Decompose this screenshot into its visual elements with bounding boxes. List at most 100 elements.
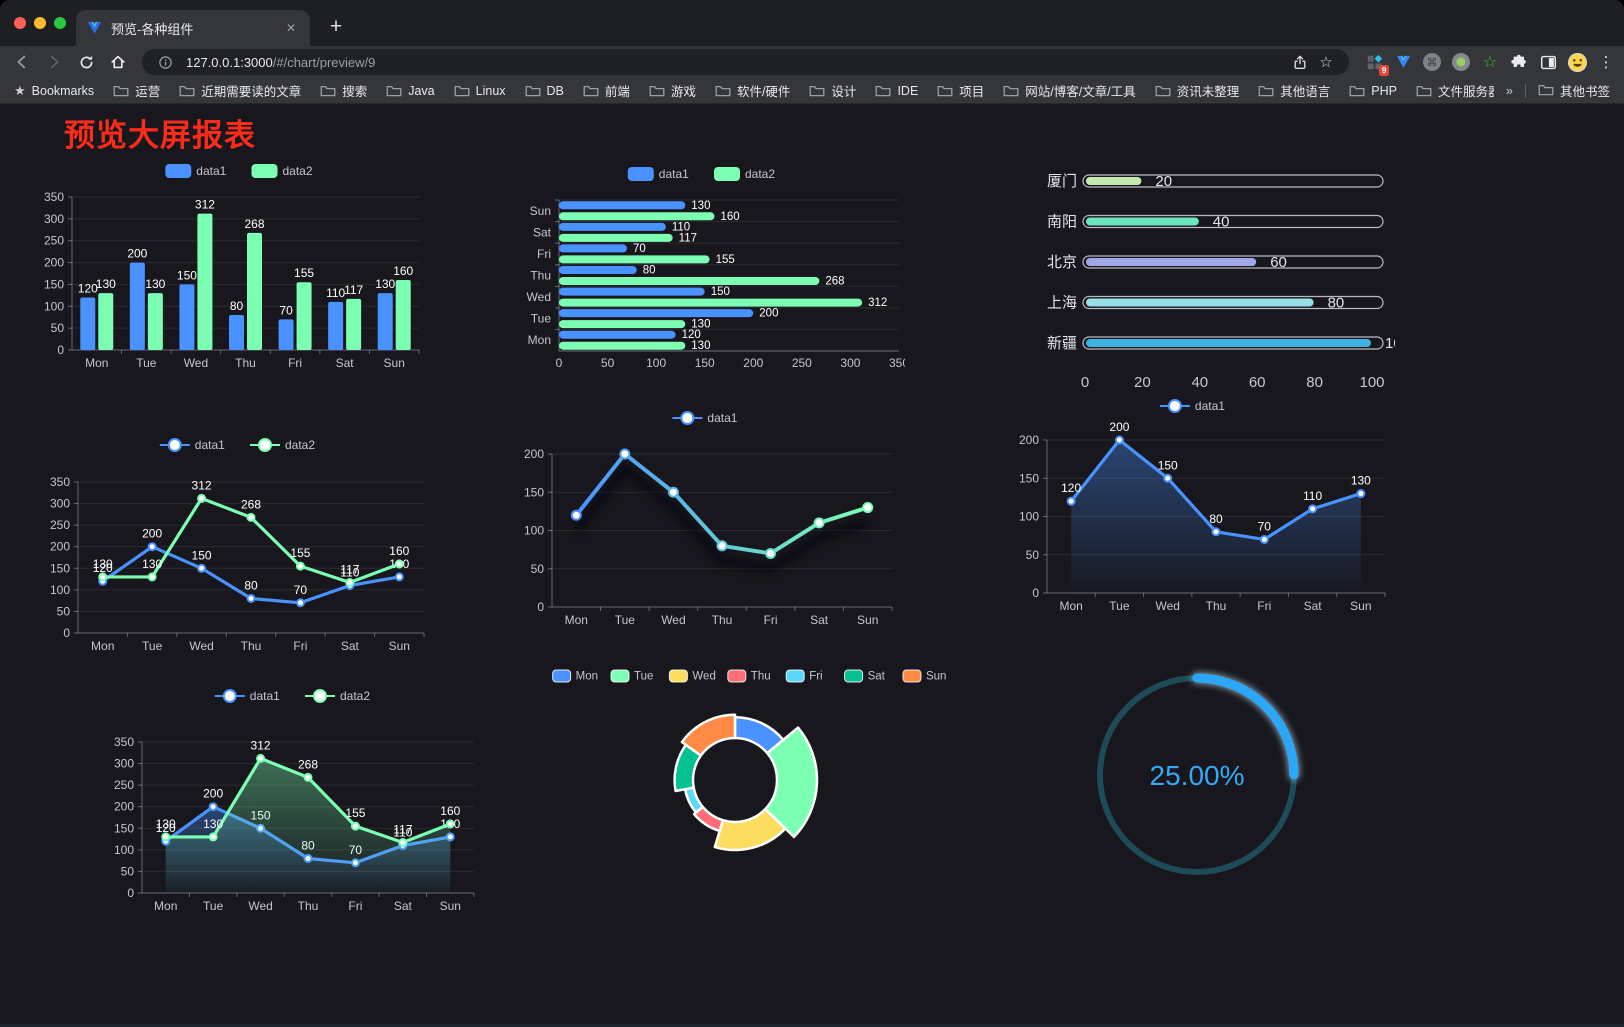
svg-text:北京: 北京 xyxy=(1047,254,1077,271)
area-line-chart[interactable]: data1 0 50 100 150 200 Mon Tue Wed Thu Fri Sat Sun 12… xyxy=(985,387,1395,619)
horizontal-bar-chart[interactable]: data1 data2 0 50 100 150 200 250 300 350 Sun 130 160… xyxy=(505,153,909,373)
progress-bar-chart[interactable]: 厦门 20 南阳 40 北京 60 上海 80 新疆 100 0 20 40 60 80 100 xyxy=(985,149,1410,394)
bookmark-folder[interactable]: 前端 xyxy=(583,81,630,100)
svg-text:⌘: ⌘ xyxy=(1427,57,1438,69)
vue-devtools-icon[interactable] xyxy=(1392,51,1414,73)
svg-text:312: 312 xyxy=(192,478,212,492)
svg-text:Wed: Wed xyxy=(1155,599,1179,613)
window-zoom-button[interactable] xyxy=(54,17,66,29)
svg-text:150: 150 xyxy=(177,268,197,282)
svg-text:200: 200 xyxy=(114,800,134,814)
bookmark-folder[interactable]: PHP xyxy=(1349,84,1397,98)
svg-text:300: 300 xyxy=(114,757,134,771)
svg-text:Wed: Wed xyxy=(248,899,272,913)
browser-tab[interactable]: 预览-各种组件 ✕ xyxy=(76,10,310,46)
bookmark-folder[interactable]: 游戏 xyxy=(649,81,696,100)
svg-text:117: 117 xyxy=(393,823,412,837)
url-bar[interactable]: 127.0.0.1:3000/#/chart/preview/9 ☆ xyxy=(142,49,1349,75)
svg-text:200: 200 xyxy=(759,308,778,320)
svg-text:data2: data2 xyxy=(745,167,775,181)
bookmark-folder-label: 近期需要读的文章 xyxy=(201,85,302,99)
bookmark-folder[interactable]: 设计 xyxy=(809,81,856,100)
rose-donut-chart[interactable]: Mon Tue Wed Thu Fri Sat Sun xyxy=(540,639,950,889)
bookmark-folder[interactable]: Java xyxy=(386,84,435,98)
svg-text:Wed: Wed xyxy=(692,671,715,683)
svg-text:Fri: Fri xyxy=(293,639,307,653)
share-icon[interactable] xyxy=(1287,54,1313,71)
sidebar-icon[interactable] xyxy=(1537,51,1559,73)
folder-icon xyxy=(454,85,470,97)
svg-text:data1: data1 xyxy=(707,411,737,425)
grid-badge-icon[interactable]: 9 xyxy=(1363,51,1389,76)
bookmarks-overflow-chevron[interactable]: » xyxy=(1505,83,1513,98)
svg-text:80: 80 xyxy=(1209,512,1223,526)
record-circle-icon[interactable] xyxy=(1450,51,1472,73)
bookmark-folder[interactable]: 软件/硬件 xyxy=(715,81,790,100)
folder-icon xyxy=(1349,85,1365,97)
folder-icon xyxy=(320,85,336,97)
svg-text:Thu: Thu xyxy=(751,671,771,683)
puzzle-icon[interactable] xyxy=(1508,51,1530,73)
browser-toolbar: 127.0.0.1:3000/#/chart/preview/9 ☆ 9 ⌘ ☆ xyxy=(0,46,1624,78)
svg-text:Tue: Tue xyxy=(634,671,653,683)
other-bookmarks-folder[interactable]: 其他书签 xyxy=(1538,81,1610,100)
home-icon[interactable] xyxy=(104,49,132,75)
reload-icon[interactable] xyxy=(72,49,100,75)
multi-line-chart[interactable]: data1 data2 0 50 100 150 200 250 300 350 Mon Tue Wed… xyxy=(40,426,430,658)
circular-progress-gauge[interactable]: 25.00% xyxy=(1090,664,1310,892)
emoji-icon[interactable] xyxy=(1566,51,1588,73)
window-minimize-button[interactable] xyxy=(34,17,46,29)
bookmark-folder[interactable]: 项目 xyxy=(937,81,984,100)
svg-text:70: 70 xyxy=(633,243,646,255)
green-star-icon[interactable]: ☆ xyxy=(1482,54,1498,71)
bookmark-folder[interactable]: Linux xyxy=(454,84,506,98)
bookmark-folder[interactable]: 其他语言 xyxy=(1258,81,1330,100)
svg-text:110: 110 xyxy=(326,286,345,300)
svg-text:Fri: Fri xyxy=(348,899,362,913)
svg-text:150: 150 xyxy=(192,548,212,562)
svg-text:80: 80 xyxy=(1306,374,1323,391)
forward-icon[interactable] xyxy=(40,49,68,75)
svg-text:20: 20 xyxy=(1155,173,1172,190)
tab-title: 预览-各种组件 xyxy=(111,21,194,37)
bookmarks-root[interactable]: ★ Bookmarks xyxy=(14,83,94,99)
bookmark-folder[interactable]: IDE xyxy=(875,84,918,98)
new-tab-button[interactable]: + xyxy=(329,15,343,38)
bookmark-folder[interactable]: 运营 xyxy=(113,81,160,100)
url-host: 127.0.0.1:3000 xyxy=(186,54,273,70)
bookmark-folder[interactable]: 网站/博客/文章/工具 xyxy=(1003,81,1136,100)
svg-text:Mon: Mon xyxy=(85,356,108,370)
svg-text:Sat: Sat xyxy=(394,899,413,913)
back-icon[interactable] xyxy=(8,49,36,75)
svg-text:100: 100 xyxy=(646,356,666,370)
svg-text:100: 100 xyxy=(524,524,544,538)
svg-text:Wed: Wed xyxy=(661,613,685,627)
two-series-area-chart[interactable]: data1 data2 0 50 100 150 200 250 300 350 Mon Tue Wed… xyxy=(100,677,480,917)
folder-icon xyxy=(113,85,129,97)
bookmark-folder-label: 其他语言 xyxy=(1280,85,1331,99)
grouped-bar-chart[interactable]: data1 data2 0 50 100 150 200 250 300 350 Mon Tue Wed… xyxy=(40,151,425,371)
svg-text:100: 100 xyxy=(1385,335,1395,352)
bookmark-folder-label: 游戏 xyxy=(670,85,696,99)
bookmark-folder[interactable]: 搜索 xyxy=(320,81,367,100)
kebab-menu-icon[interactable]: ⋮ xyxy=(1598,54,1614,71)
bookmark-folder[interactable]: DB xyxy=(525,84,564,98)
bookmark-folder[interactable]: 近期需要读的文章 xyxy=(179,81,301,100)
svg-text:130: 130 xyxy=(145,277,165,291)
svg-text:Tue: Tue xyxy=(142,639,163,653)
svg-text:Thu: Thu xyxy=(530,269,551,283)
extension-badge: 9 xyxy=(1379,65,1389,76)
bookmark-folder[interactable]: 文件服务器 xyxy=(1416,81,1494,100)
bookmark-folder[interactable]: 资讯未整理 xyxy=(1155,81,1239,100)
tab-close-icon[interactable]: ✕ xyxy=(285,21,296,35)
gradient-line-chart[interactable]: data1 0 50 100 150 200 Mon Tue Wed Thu Fri Sat Sun xyxy=(505,399,900,631)
svg-text:50: 50 xyxy=(51,321,65,335)
svg-text:Thu: Thu xyxy=(298,899,319,913)
command-circle-icon[interactable]: ⌘ xyxy=(1421,51,1443,73)
window-close-button[interactable] xyxy=(14,17,26,29)
svg-text:150: 150 xyxy=(1019,471,1039,485)
bookmark-star-icon[interactable]: ☆ xyxy=(1319,54,1333,71)
info-icon[interactable] xyxy=(152,55,178,70)
svg-text:150: 150 xyxy=(50,561,70,575)
